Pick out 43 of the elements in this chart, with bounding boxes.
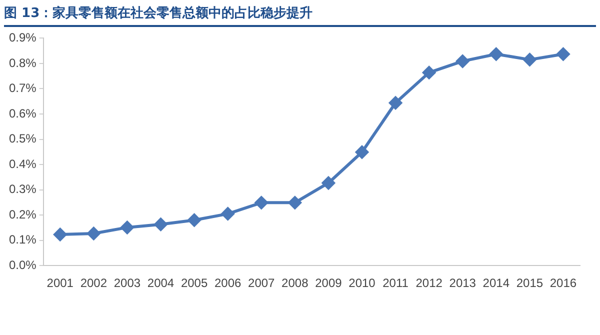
- y-tick-label: 0.4%: [8, 156, 37, 171]
- y-tick-label: 0.1%: [8, 232, 37, 247]
- y-tick-label: 0.2%: [8, 207, 37, 222]
- x-tick-label: 2004: [147, 276, 174, 290]
- y-tick-label: 0.0%: [8, 258, 37, 272]
- x-tick-label: 2016: [550, 276, 577, 290]
- point: [188, 214, 201, 227]
- x-tick-label: 2013: [449, 276, 476, 290]
- x-tick-label: 2010: [348, 276, 376, 290]
- point: [154, 218, 168, 231]
- chart-title: 图 13：家具零售额在社会零售总额中的占比稳步提升: [4, 4, 596, 27]
- x-tick-label: 2009: [315, 276, 342, 290]
- x-tick-label: 2001: [46, 276, 74, 290]
- y-tick-label: 0.9%: [8, 30, 37, 45]
- point: [355, 146, 368, 159]
- y-tick-label: 0.7%: [8, 81, 37, 96]
- x-tick-label: 2012: [416, 276, 443, 290]
- point: [456, 54, 470, 68]
- x-tick-label: 2014: [482, 276, 510, 290]
- x-tick-label: 2011: [382, 276, 409, 290]
- point: [120, 220, 134, 234]
- point: [422, 66, 436, 80]
- point: [221, 207, 234, 220]
- x-tick-label: 2003: [114, 276, 141, 290]
- point: [288, 196, 302, 210]
- x-tick-label: 2007: [248, 276, 276, 290]
- point: [87, 227, 100, 240]
- x-tick-label: 2015: [516, 276, 544, 290]
- y-tick-label: 0.5%: [8, 132, 37, 146]
- x-tick-label: 2006: [214, 276, 242, 290]
- y-tick-label: 0.3%: [8, 182, 37, 196]
- point: [54, 228, 67, 242]
- y-tick-label: 0.6%: [8, 106, 37, 120]
- point: [490, 48, 503, 61]
- point: [322, 176, 335, 190]
- point: [254, 196, 268, 210]
- point: [523, 53, 536, 66]
- x-tick-label: 2002: [80, 276, 108, 290]
- x-tick-label: 2008: [282, 276, 309, 290]
- y-tick-label: 0.8%: [8, 56, 37, 70]
- point: [389, 96, 402, 110]
- x-tick-label: 2005: [180, 276, 208, 290]
- point: [556, 48, 570, 61]
